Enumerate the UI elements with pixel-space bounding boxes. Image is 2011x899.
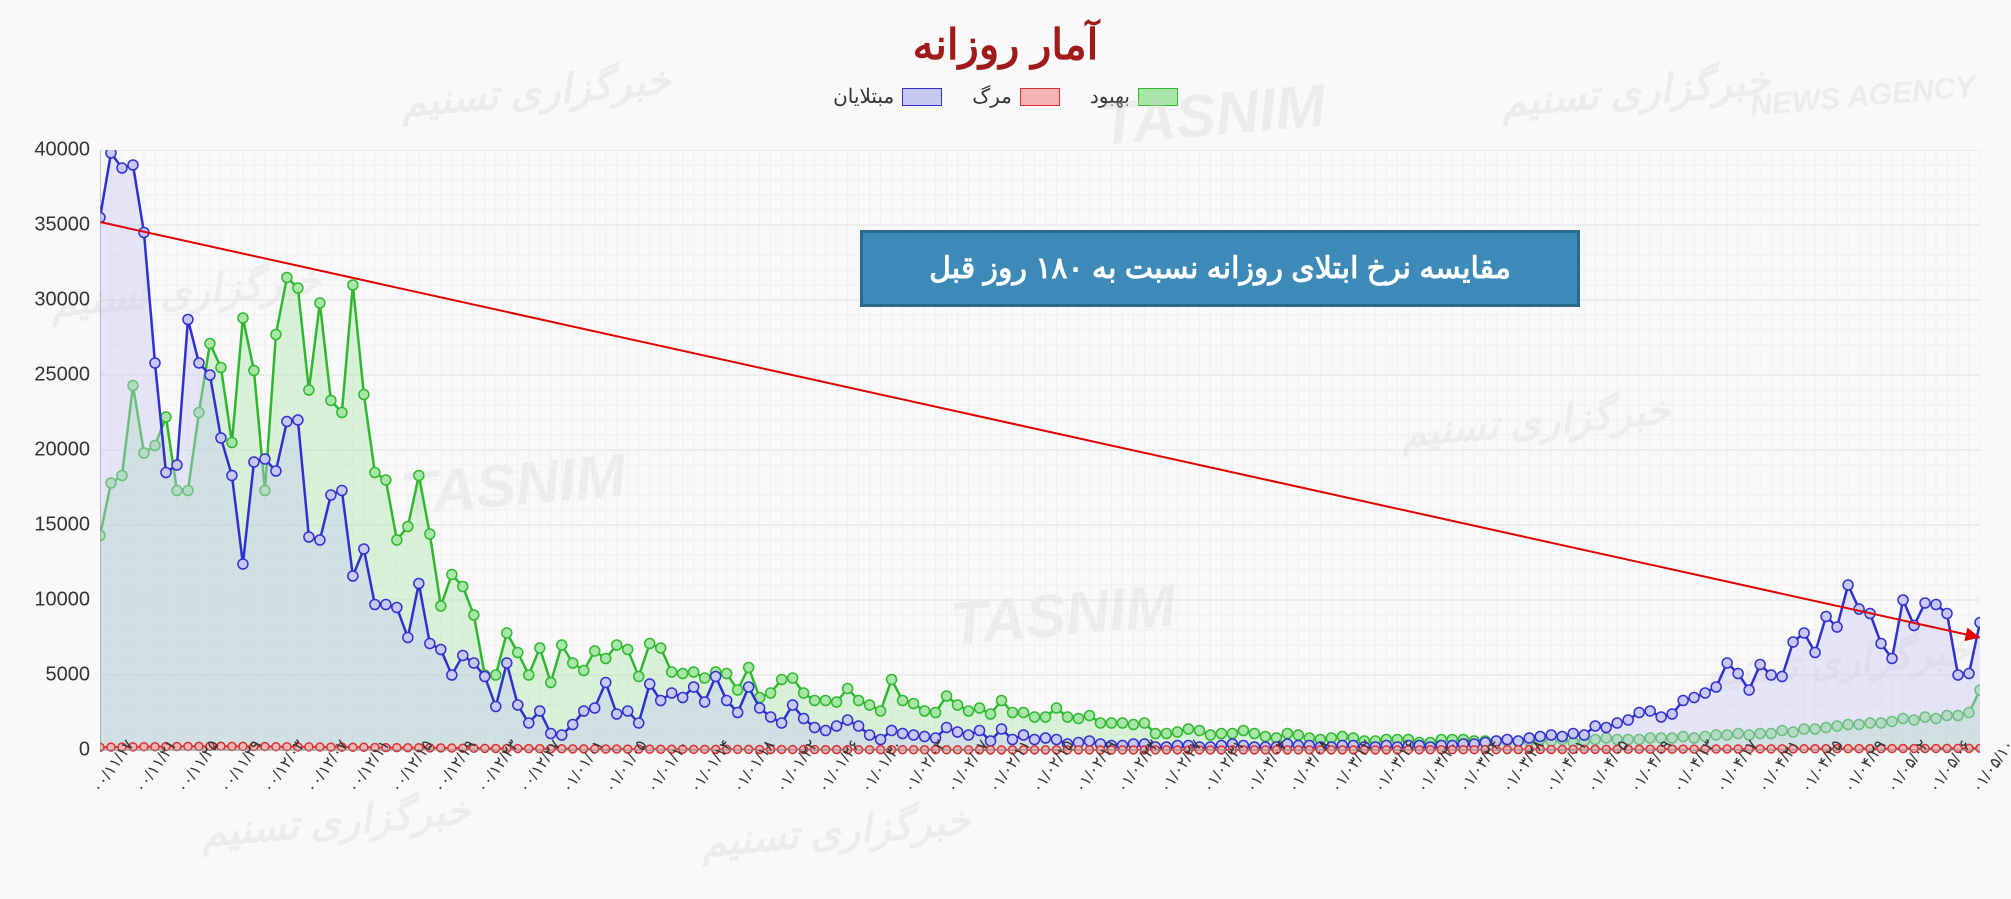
legend-label: مبتلایان [833, 84, 894, 109]
y-tick-label: 40000 [34, 139, 90, 162]
y-tick-label: 30000 [34, 289, 90, 312]
chart-title: آمار روزانه [0, 0, 2011, 69]
y-tick-label: 25000 [34, 364, 90, 387]
y-tick-label: 10000 [34, 589, 90, 612]
annotation-box: مقایسه نرخ ابتلای روزانه نسبت به ۱۸۰ روز… [860, 230, 1580, 307]
legend-swatch [1020, 88, 1060, 106]
legend-label: مرگ [972, 84, 1012, 109]
legend-item: مبتلایان [833, 84, 942, 109]
chart-container: 0500010000150002000025000300003500040000… [100, 150, 1980, 800]
legend-swatch [1138, 88, 1178, 106]
y-tick-label: 15000 [34, 514, 90, 537]
legend-item: بهبود [1090, 84, 1178, 109]
legend-swatch [902, 88, 942, 106]
y-tick-label: 35000 [34, 214, 90, 237]
legend-label: بهبود [1090, 84, 1130, 109]
legend: بهبود مرگ مبتلایان [0, 84, 2011, 109]
y-tick-label: 20000 [34, 439, 90, 462]
y-tick-label: 0 [79, 739, 90, 762]
y-tick-label: 5000 [46, 664, 91, 687]
legend-item: مرگ [972, 84, 1060, 109]
